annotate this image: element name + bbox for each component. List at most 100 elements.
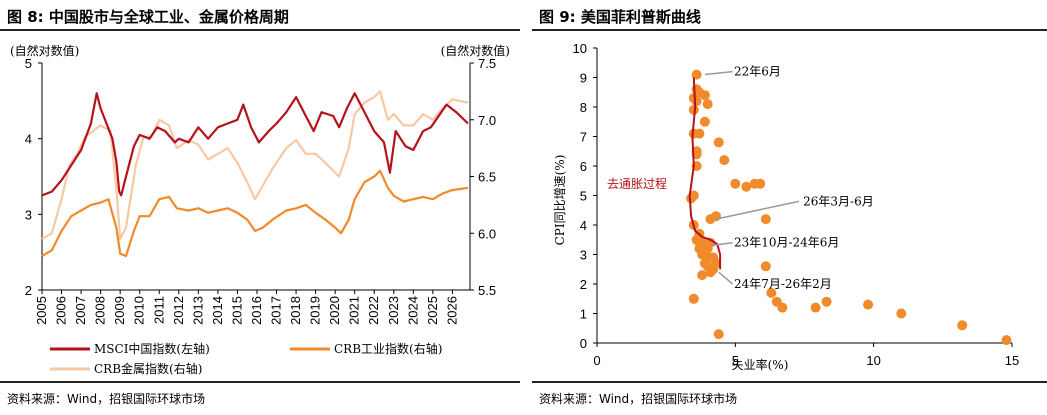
y-left-tick-label: 5 (25, 56, 32, 71)
y-left-tick-label: 2 (25, 283, 32, 298)
x-axis-label: 失业率(%) (732, 357, 789, 372)
scatter-point (711, 211, 721, 222)
x-tick-label: 2017 (269, 296, 284, 325)
title-rule (532, 29, 1047, 31)
y-tick-label: 10 (573, 41, 587, 56)
x-tick-label: 2011 (151, 296, 166, 324)
y-tick-label: 4 (580, 218, 587, 233)
figure-9-panel: 图 9: 美国菲利普斯曲线 0 1 2 3 4 5 6 7 8 9 10 0 5 10 15 失业率(%) CP… (532, 0, 1047, 415)
x-tick-label: 2025 (425, 296, 440, 325)
scatter-point (702, 261, 713, 272)
y-right-tick-label: 6.5 (478, 170, 496, 185)
x-tick-label: 2021 (347, 296, 362, 325)
x-tick-label: 2022 (366, 296, 381, 325)
y-right-tick-label: 6.0 (478, 226, 496, 241)
scatter-point (699, 116, 710, 127)
scatter-point (896, 308, 907, 319)
y-right-tick-label: 7.0 (478, 113, 496, 128)
x-tick-label: 5 (732, 353, 739, 368)
x-tick-label: 2008 (93, 296, 108, 325)
legend-label: CRB金属指数(右轴) (94, 361, 202, 376)
source-note: 资料来源：Wind，招银国际环球市场 (7, 392, 206, 406)
figure-9-chart: 0 1 2 3 4 5 6 7 8 9 10 0 5 10 15 失业率(%) CPI同比增速(%) 去通胀过程 2… (553, 41, 1019, 372)
figure-8-chart: (自然对数值) (自然对数值) 2 3 4 5 5.5 6.0 6.5 7.0 7.5 2005 200… (10, 43, 510, 376)
scatter-point (957, 320, 968, 331)
scatter-point (777, 302, 788, 313)
scatter-point (694, 237, 705, 248)
scatter-point (760, 214, 771, 225)
scatter-point (760, 261, 771, 272)
x-tick-label: 2016 (249, 296, 264, 325)
x-tick-label: 2018 (288, 296, 303, 325)
y-left-tick-label: 3 (25, 207, 32, 222)
source-rule (0, 381, 520, 383)
callout-line (704, 70, 733, 76)
x-tick-label: 2015 (229, 296, 244, 325)
disinflation-label: 去通胀过程 (607, 176, 667, 191)
figure-title: 图 9: 美国菲利普斯曲线 (539, 8, 701, 26)
scatter-point (688, 293, 699, 304)
y-tick-label: 6 (580, 159, 587, 174)
callout-label: 26年3月-6月 (803, 194, 874, 208)
right-axis-label: (自然对数值) (441, 43, 510, 58)
y-right-tick-label: 7.5 (478, 56, 496, 71)
scatter-point (821, 296, 832, 307)
y-tick-label: 7 (580, 130, 587, 145)
callout-line (715, 200, 800, 220)
callout-line (710, 241, 733, 247)
legend-label: MSCI中国指数(左轴) (94, 341, 210, 356)
scatter-point (697, 270, 708, 281)
scatter-point (1001, 335, 1012, 346)
x-tick-label: 2009 (112, 296, 127, 325)
series-line-1 (41, 169, 469, 258)
y-tick-label: 1 (580, 307, 587, 322)
legend-label: CRB工业指数(右轴) (334, 341, 442, 356)
x-tick-label: 2010 (132, 296, 147, 325)
series-line-0 (41, 92, 469, 197)
x-tick-label: 2014 (210, 296, 225, 325)
y-tick-label: 2 (580, 277, 587, 292)
scatter-point (691, 69, 702, 80)
scatter-point (713, 137, 724, 148)
y-tick-label: 5 (580, 189, 587, 204)
y-tick-label: 3 (580, 248, 587, 263)
scatter-point (688, 104, 699, 115)
source-note: 资料来源：Wind，招银国际环球市场 (539, 392, 738, 406)
scatter-point (711, 258, 721, 269)
scatter-point (741, 181, 752, 192)
scatter-point (702, 99, 713, 110)
x-tick-label: 2020 (327, 296, 342, 325)
left-axis-label: (自然对数值) (10, 43, 79, 58)
y-right-tick-label: 5.5 (478, 283, 496, 298)
scatter-point (810, 302, 821, 313)
x-tick-label: 2006 (54, 296, 69, 325)
x-tick-label: 2019 (308, 296, 323, 325)
x-tick-label: 2023 (386, 296, 401, 325)
scatter-point (766, 287, 777, 298)
scatter-point (694, 128, 705, 139)
y-tick-label: 9 (580, 71, 587, 86)
x-tick-label: 2013 (190, 296, 205, 325)
y-axis-label: CPI同比增速(%) (553, 155, 567, 246)
scatter-point (686, 193, 697, 204)
figure-8-panel: 图 8: 中国股市与全球工业、金属价格周期 (自然对数值) (自然对数值) 2 3 4 5… (0, 0, 520, 415)
y-left-tick-label: 4 (25, 132, 32, 147)
callout-label: 24年7月-26年2月 (734, 277, 832, 291)
callout-label: 22年6月 (734, 65, 781, 79)
scatter-point (719, 155, 730, 166)
scatter-point (699, 90, 710, 101)
x-tick-label: 2005 (34, 296, 49, 325)
x-tick-label: 0 (593, 353, 600, 368)
callout-line (718, 271, 734, 285)
callout-label: 23年10月-24年6月 (734, 236, 840, 250)
source-rule (532, 381, 1047, 383)
title-rule (0, 29, 520, 31)
x-tick-label: 10 (866, 353, 880, 368)
scatter-point (863, 299, 874, 310)
y-tick-label: 0 (580, 336, 587, 351)
x-tick-label: 2026 (444, 296, 459, 325)
scatter-point (749, 178, 760, 189)
figure-title: 图 8: 中国股市与全球工业、金属价格周期 (7, 8, 289, 26)
x-tick-label: 15 (1005, 353, 1019, 368)
series-line-2 (41, 90, 469, 240)
